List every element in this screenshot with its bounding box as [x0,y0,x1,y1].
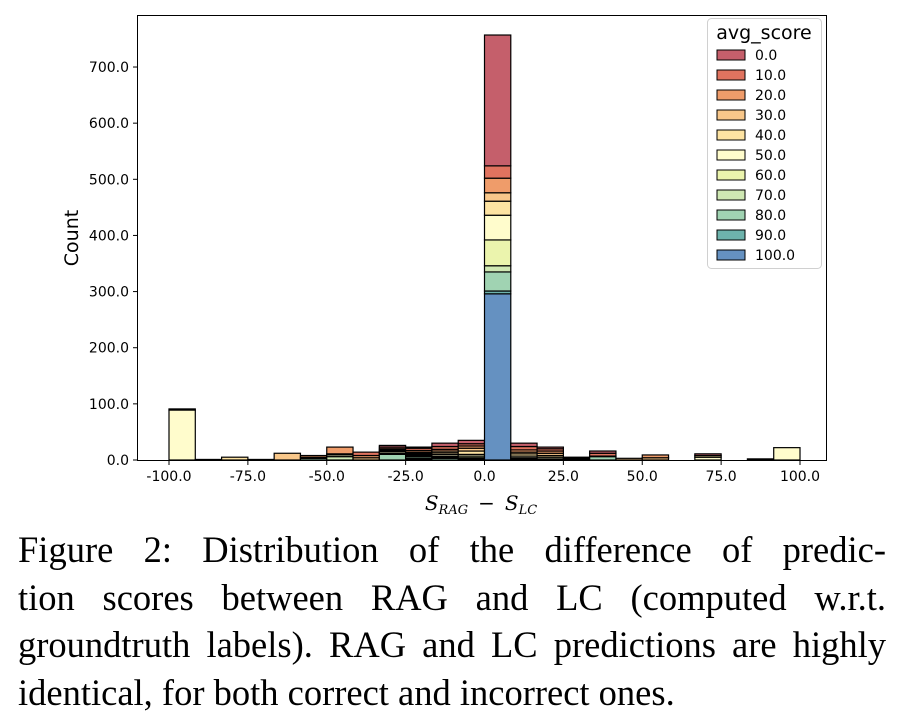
bar-segment [431,442,459,448]
x-tick-label: -50.0 [309,469,345,485]
bar-segment [694,453,722,457]
y-axis: 0.0 100.0 200.0 300.0 400.0 500.0 600.0 700.0 [89,60,138,469]
caption-line: identical, for both correct and incorrec… [18,671,675,713]
bar-segment [510,442,538,448]
bar-segment [483,34,512,167]
bar-segment [483,214,512,241]
y-tick-label: 400.0 [89,228,129,244]
legend: avg_score 0.0 10.0 20.0 30.0 40.0 50.0 60.0 70.… [707,18,822,269]
legend-swatch [716,49,746,61]
legend-label: 100.0 [755,248,795,264]
x-tick-label: 0.0 [473,469,495,485]
legend-label: 70.0 [755,188,786,204]
bar-segment [641,454,670,459]
bar-segment [378,444,407,448]
legend-swatch [716,209,746,221]
legend-label: 60.0 [755,168,786,184]
y-tick-label: 100.0 [89,397,129,413]
axes-frame [137,15,827,461]
x-tick-label: 50.0 [627,469,658,485]
bar-segment [352,451,380,457]
x-tick-label: -100.0 [146,469,191,485]
bar-segment [299,454,328,458]
legend-title: avg_score [716,22,812,44]
bar-segment [483,239,512,267]
y-tick-label: 600.0 [89,116,129,132]
y-tick-label: 0.0 [107,453,129,469]
bar-segment [273,452,302,461]
stacked-histogram: 0.0 100.0 200.0 300.0 400.0 500.0 600.0 700.0 -… [61,15,827,518]
legend-label: 90.0 [755,228,786,244]
legend-label: 40.0 [755,128,786,144]
figure-caption: Figure 2: Distribution of the difference… [18,526,886,716]
legend-label: 30.0 [755,108,786,124]
bar-segment [773,447,801,461]
legend-label: 10.0 [755,68,786,84]
legend-swatch [716,189,746,201]
caption-line: tion scores between RAG and LC (computed… [18,576,886,618]
x-axis-label: SRAG − SLC [425,491,537,518]
bar-segment [483,271,512,292]
bar-segment [589,450,617,454]
legend-box [707,18,822,269]
x-tick-label: -25.0 [388,469,424,485]
x-tick-label: -75.0 [230,469,266,485]
x-tick-label: 25.0 [548,469,579,485]
bar-segment [326,446,354,455]
bar-segment [483,293,512,461]
legend-swatch [716,229,746,241]
y-tick-label: 700.0 [89,60,129,76]
bar-segment [483,165,512,179]
bar-segment [457,439,486,445]
y-tick-label: 300.0 [89,285,129,301]
caption-line: Figure 2: Distribution of the difference… [18,529,886,570]
x-tick-label: 100.0 [780,469,820,485]
x-tick-label: 75.0 [706,469,737,485]
legend-swatch [716,169,746,181]
bar-segment [746,458,775,461]
legend-label: 50.0 [755,148,786,164]
bar-segment [168,408,196,411]
legend-label: 0.0 [755,48,777,64]
caption-line: groundtruth labels). RAG and LC predicti… [18,624,886,665]
legend-swatch [716,109,746,121]
bar-segment [562,456,591,459]
bar-segment [536,446,564,450]
bar-segment [483,177,512,194]
bar-segment [615,457,643,461]
x-axis: -100.0 -75.0 -50.0 -25.0 0.0 25.0 50.0 75.0 100.… [146,460,820,485]
bar-segment [220,456,249,461]
legend-label: 80.0 [755,208,786,224]
bar-segment [194,458,223,461]
bar-segment [405,446,433,449]
legend-swatch [716,129,746,141]
bar-segment [378,453,407,461]
bar-segment [168,409,196,461]
legend-swatch [716,249,746,261]
legend-label: 20.0 [755,88,786,104]
legend-swatch [716,149,746,161]
bar-segment [483,265,512,273]
y-tick-label: 200.0 [89,341,129,357]
bars-group [168,34,801,461]
y-tick-label: 500.0 [89,172,129,188]
bar-segment [483,200,512,216]
y-axis-label: Count [61,210,83,266]
bar-segment [247,458,275,461]
legend-swatch [716,89,746,101]
bar-segment [483,192,512,202]
legend-swatch [716,69,746,81]
